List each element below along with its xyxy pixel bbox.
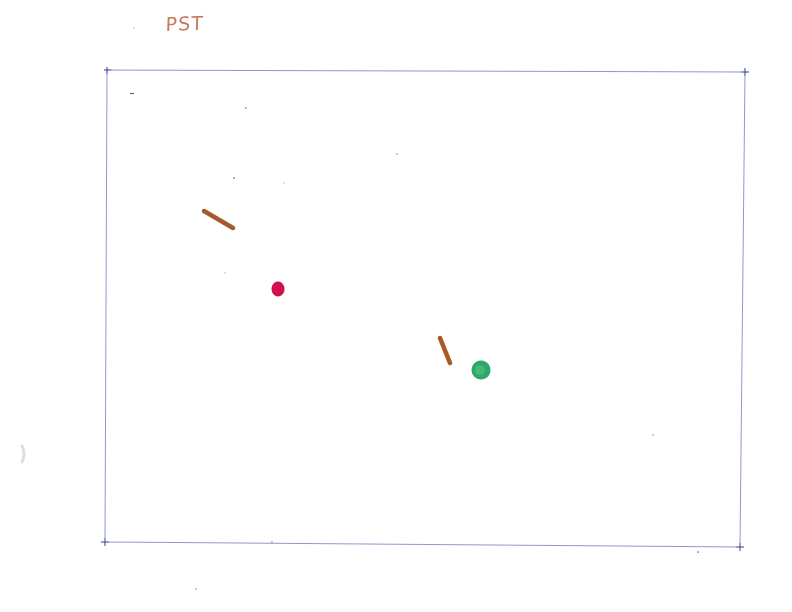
corner-marker-top-right bbox=[741, 68, 749, 76]
corner-marker-top-left bbox=[104, 67, 111, 74]
lower-brown-stroke bbox=[437, 335, 453, 366]
red-dot bbox=[271, 281, 285, 297]
upper-brown-stroke bbox=[201, 208, 236, 231]
corner-marker-bottom-right bbox=[736, 543, 744, 551]
corner-marker-bottom-left bbox=[101, 538, 109, 546]
specks bbox=[130, 27, 699, 590]
frame-rectangle bbox=[104, 69, 746, 548]
green-dot bbox=[471, 360, 491, 380]
faint-edge-mark bbox=[20, 444, 26, 464]
